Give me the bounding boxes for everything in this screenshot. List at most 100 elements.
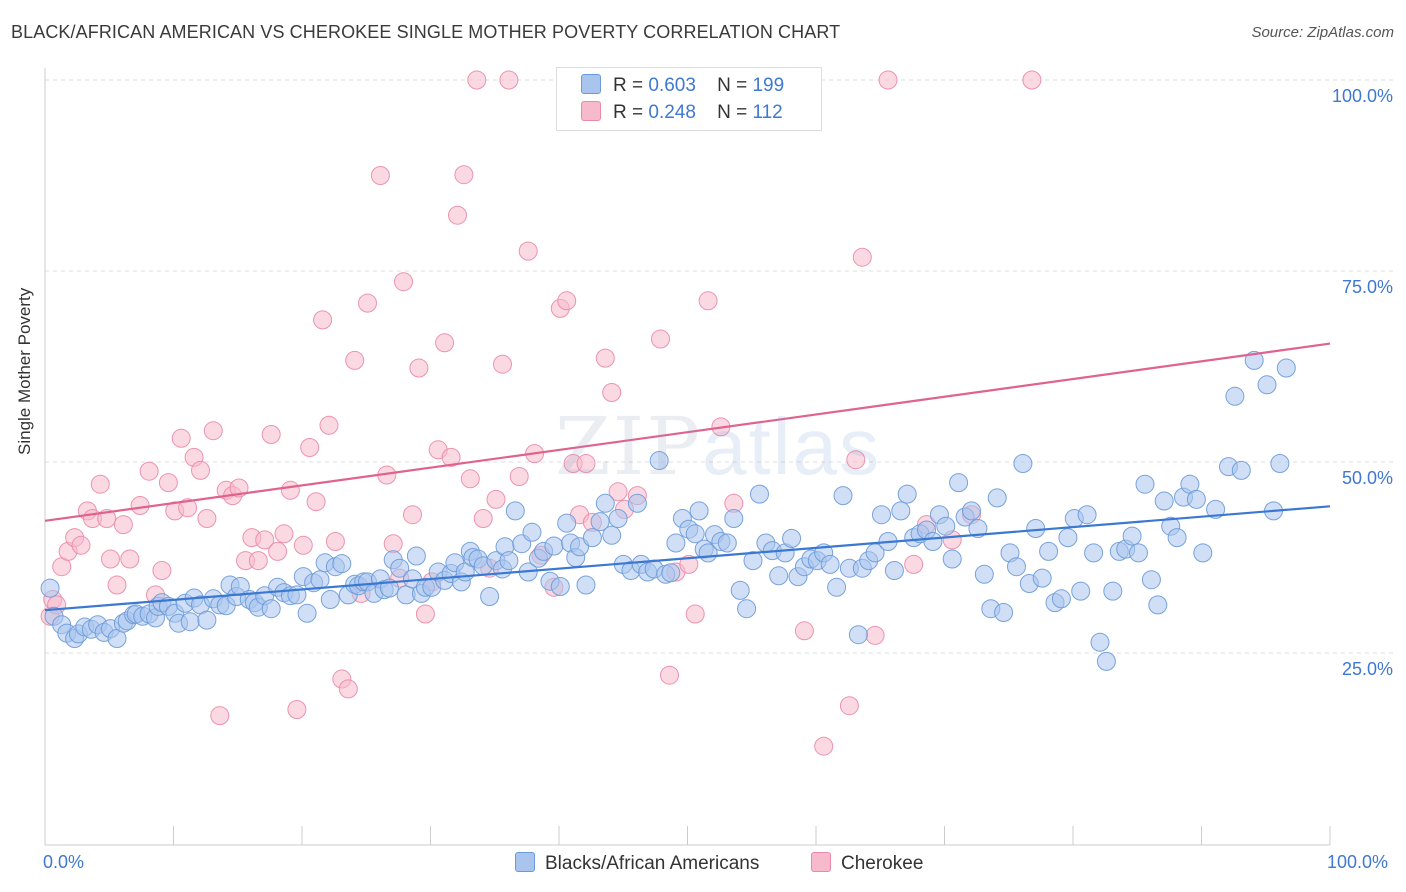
point-black: [332, 554, 352, 574]
point-cherokee: [107, 575, 127, 595]
point-black: [782, 528, 802, 548]
point-black: [544, 536, 564, 556]
point-black: [884, 561, 904, 580]
point-black: [666, 533, 686, 553]
point-black: [550, 577, 570, 596]
point-cherokee: [90, 474, 110, 494]
chart-title: BLACK/AFRICAN AMERICAN VS CHEROKEE SINGL…: [11, 22, 841, 42]
point-cherokee: [685, 604, 705, 624]
point-cherokee: [651, 329, 670, 349]
legend-label-black: Blacks/African Americans: [545, 853, 760, 874]
point-black: [406, 546, 426, 566]
point-black: [1193, 543, 1213, 563]
y-tick-25: 25.0%: [1341, 659, 1393, 679]
point-cherokee: [120, 549, 140, 569]
point-black: [1154, 491, 1174, 511]
blue-r-value: 0.603: [648, 75, 696, 96]
pink-r-value: 0.248: [648, 102, 696, 123]
point-cherokee: [576, 454, 596, 473]
point-black: [1257, 375, 1277, 395]
trend-line-black: [44, 505, 1331, 612]
point-black: [827, 577, 847, 597]
point-black: [40, 578, 60, 598]
point-black: [968, 519, 988, 538]
point-black: [897, 484, 917, 504]
point-black: [627, 493, 647, 513]
point-cherokee: [158, 473, 178, 493]
point-cherokee: [460, 469, 480, 489]
point-black: [1077, 505, 1097, 525]
point-black: [1039, 541, 1059, 561]
point-black: [717, 533, 737, 553]
point-cherokee: [409, 358, 429, 378]
pink-n-value: 112: [752, 102, 783, 123]
legend-swatch-blue: [515, 852, 535, 872]
point-cherokee: [454, 165, 474, 185]
point-black: [737, 599, 757, 619]
point-black: [949, 473, 969, 493]
point-cherokee: [846, 450, 866, 470]
point-cherokee: [268, 541, 288, 561]
point-black: [661, 563, 681, 583]
point-cherokee: [139, 461, 159, 481]
point-cherokee: [293, 535, 313, 555]
trend-lines: [44, 342, 1331, 612]
point-cherokee: [814, 736, 834, 756]
point-black: [730, 580, 750, 600]
point-black: [891, 501, 911, 521]
point-cherokee: [441, 447, 461, 467]
point-cherokee: [338, 679, 358, 699]
legend-item-black[interactable]: Blacks/African Americans: [515, 852, 759, 875]
point-black: [608, 509, 628, 528]
legend-item-cherokee[interactable]: Cherokee: [811, 852, 923, 875]
point-black: [820, 554, 840, 574]
point-black: [974, 564, 994, 584]
point-cherokee: [178, 498, 198, 518]
legend-label-cherokee: Cherokee: [841, 853, 924, 874]
point-black: [649, 451, 669, 470]
point-black: [962, 501, 981, 521]
point-cherokee: [904, 554, 924, 574]
point-black: [261, 599, 281, 619]
point-black: [297, 603, 317, 623]
point-black: [1270, 454, 1290, 473]
point-cherokee: [171, 428, 191, 448]
point-black: [689, 501, 709, 521]
point-black: [582, 528, 602, 548]
point-cherokee: [794, 621, 814, 641]
point-black: [1186, 489, 1206, 509]
point-cherokee: [509, 467, 529, 486]
point-cherokee: [493, 354, 512, 374]
point-black: [1231, 460, 1251, 480]
y-tick-100: 100.0%: [1331, 86, 1393, 106]
pink-swatch: [581, 101, 601, 121]
point-cherokee: [557, 291, 577, 311]
blue-n-value: 199: [752, 75, 785, 96]
point-black: [769, 566, 789, 586]
point-black: [320, 590, 340, 609]
point-black: [1007, 557, 1026, 577]
point-cherokee: [679, 554, 699, 574]
point-black: [480, 587, 500, 606]
point-black: [1148, 595, 1168, 615]
point-cherokee: [383, 534, 403, 554]
watermark: ZIPatlas: [555, 400, 881, 493]
point-black: [1276, 358, 1296, 378]
point-black: [505, 501, 525, 521]
y-tick-75: 75.0%: [1341, 277, 1393, 297]
series-black-points: [40, 350, 1296, 671]
point-cherokee: [274, 524, 294, 544]
point-black: [197, 610, 217, 630]
point-black: [872, 505, 891, 525]
axes: [44, 68, 1331, 846]
point-black: [602, 525, 622, 545]
point-black: [987, 488, 1007, 508]
point-black: [1167, 528, 1187, 548]
point-cherokee: [660, 665, 679, 685]
point-cherokee: [287, 700, 307, 719]
point-black: [685, 524, 705, 544]
blue-swatch: [581, 74, 601, 94]
point-black: [590, 512, 610, 532]
point-cherokee: [608, 482, 628, 502]
point-cherokee: [467, 70, 487, 90]
